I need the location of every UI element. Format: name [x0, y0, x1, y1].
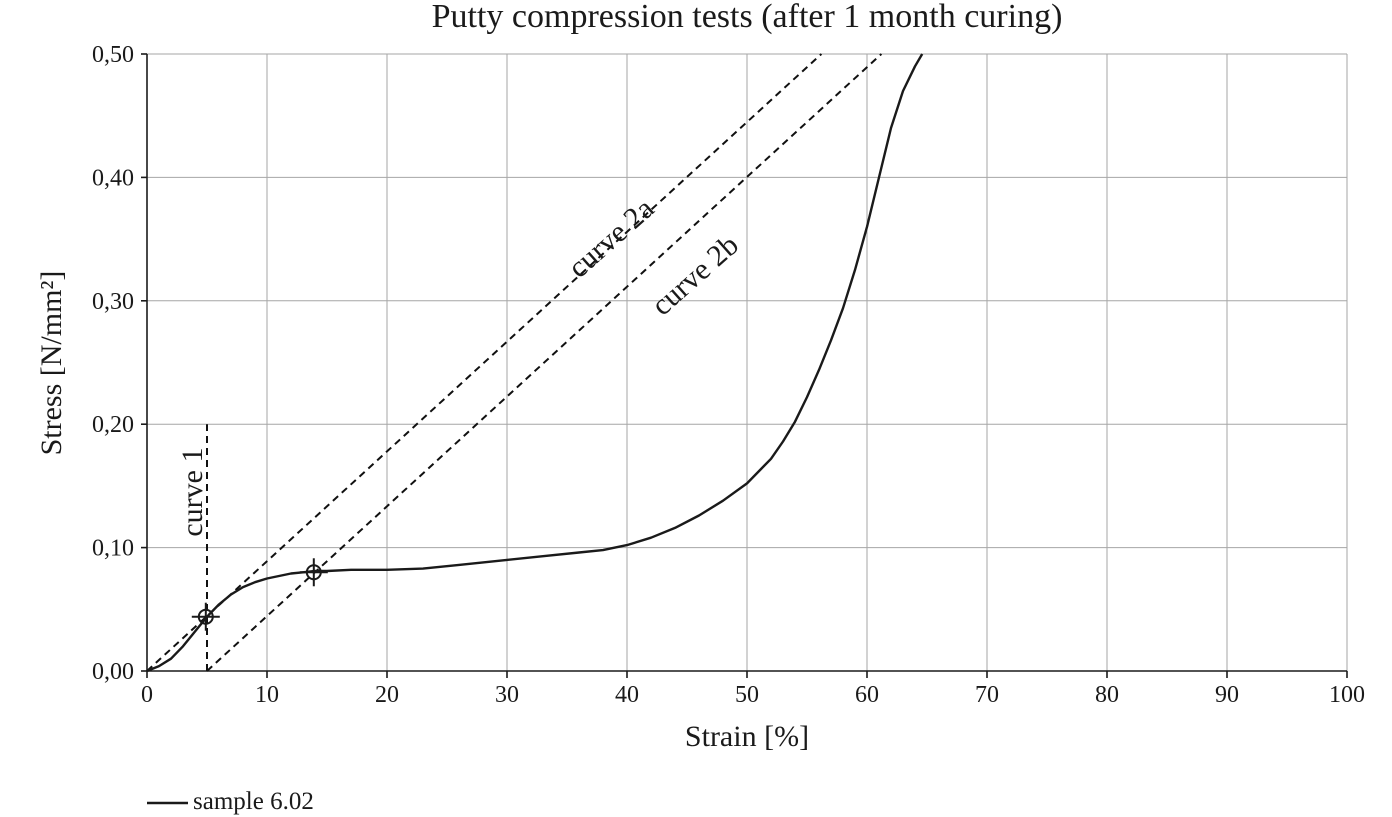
x-tick-label-50: 50 [735, 682, 759, 708]
series-line-sample-6-02 [146, 53, 924, 673]
y-tick-label-0-3: 0,30 [92, 289, 134, 315]
markers [191, 558, 328, 631]
legend: sample 6.02 [147, 788, 314, 815]
intersection-marker-1 [191, 602, 220, 631]
x-tick-label-80: 80 [1095, 682, 1119, 708]
reference-line-curve-2b [206, 53, 883, 672]
x-tick-label-100: 100 [1329, 682, 1365, 708]
intersection-marker-2 [299, 558, 328, 587]
legend-label-sample-6-02: sample 6.02 [193, 788, 314, 815]
y-tick-label-0: 0,00 [92, 659, 134, 685]
y-tick-label-0-1: 0,10 [92, 536, 134, 562]
reference-line-curve-2a [146, 53, 823, 672]
y-tick-label-0-4: 0,40 [92, 165, 134, 191]
x-tick-label-40: 40 [615, 682, 639, 708]
x-axis-label: Strain [%] [685, 720, 809, 753]
x-tick-label-30: 30 [495, 682, 519, 708]
y-axis-label: Stress [N/mm²] [35, 271, 68, 456]
x-tick-label-70: 70 [975, 682, 999, 708]
series [146, 53, 924, 673]
chart-title: Putty compression tests (after 1 month c… [432, 0, 1063, 35]
annotation-curve-2b: curve 2b [645, 228, 745, 322]
x-tick-label-90: 90 [1215, 682, 1239, 708]
grid [147, 53, 1348, 671]
y-tick-label-0-2: 0,20 [92, 412, 134, 438]
x-tick-label-20: 20 [375, 682, 399, 708]
x-tick-label-0: 0 [141, 682, 153, 708]
reference-lines [146, 53, 883, 672]
x-tick-label-10: 10 [255, 682, 279, 708]
y-tick-label-0-5: 0,50 [92, 42, 134, 68]
labels: 0 10 20 30 40 50 60 70 80 90 100 0,00 0,10 0,20 0,30 0,… [92, 42, 1365, 708]
annotation-curve-1: curve 1 [176, 448, 209, 537]
axes [141, 53, 1348, 678]
x-tick-label-60: 60 [855, 682, 879, 708]
